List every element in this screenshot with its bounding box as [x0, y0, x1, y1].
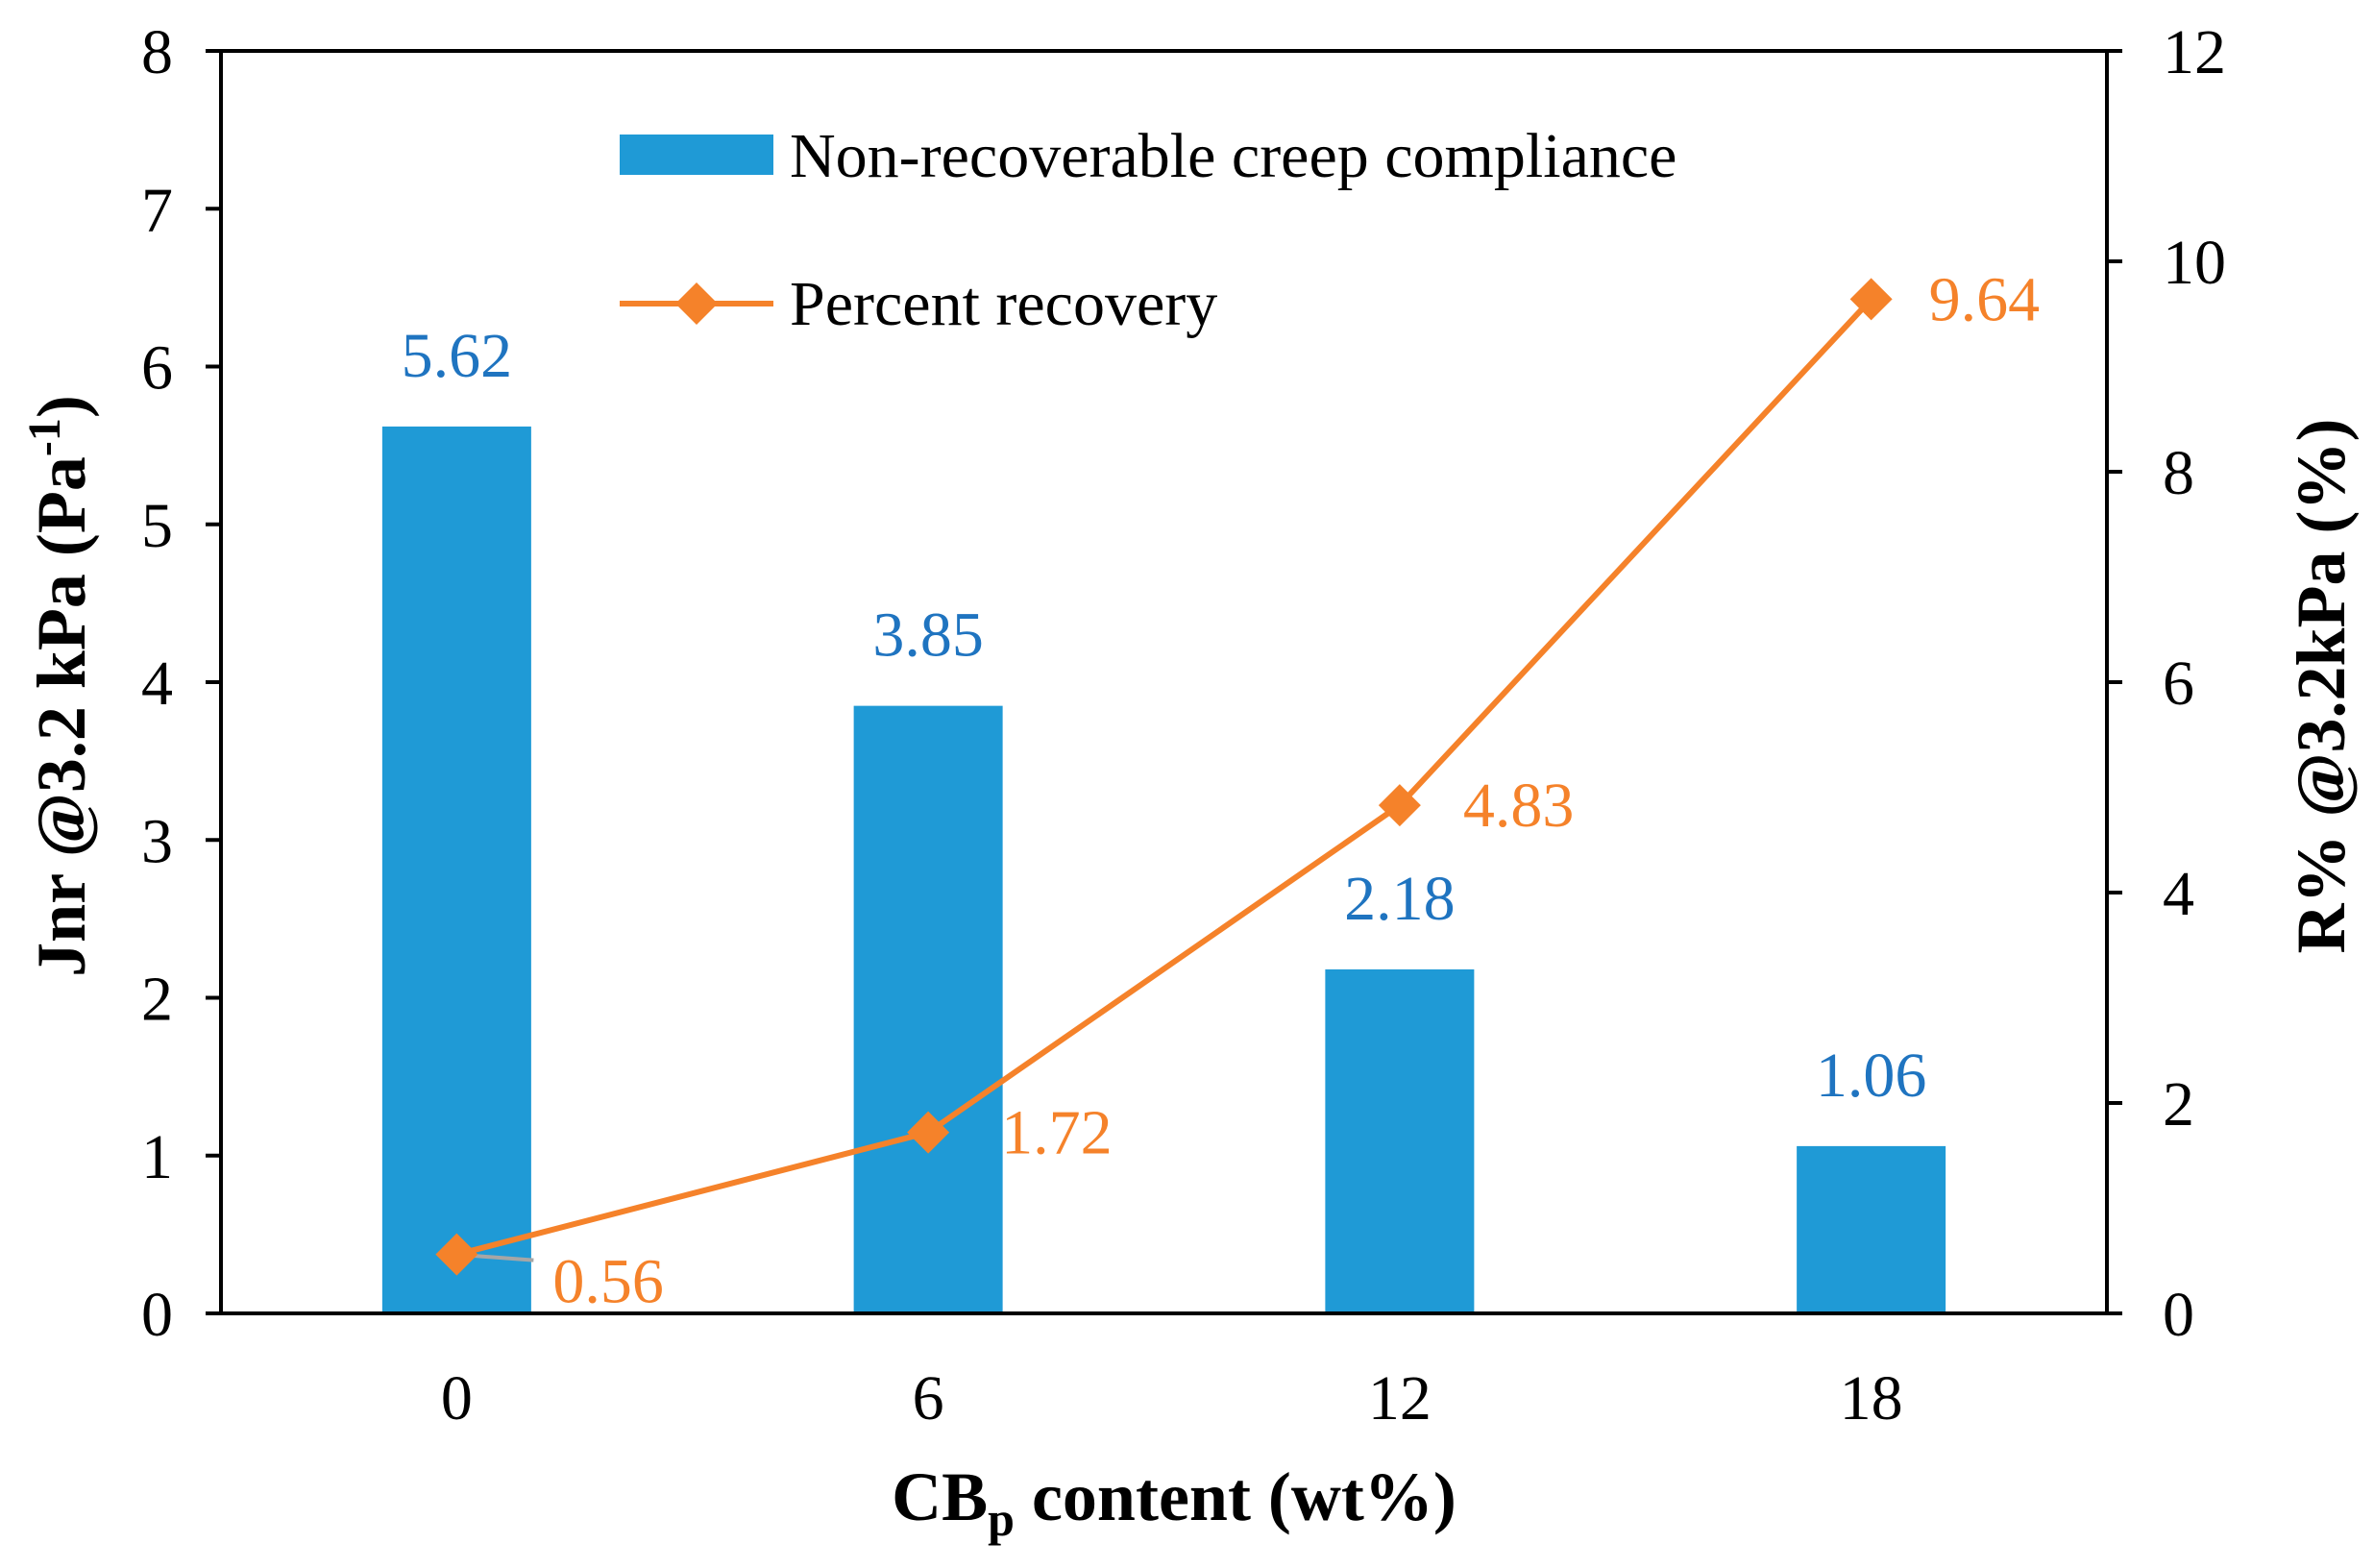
legend-label-bars: Non-recoverable creep compliance [790, 121, 1676, 191]
right-tick-label-10: 10 [2163, 228, 2226, 298]
bar-12 [1325, 968, 1475, 1313]
bar-6 [853, 705, 1003, 1313]
bar-0 [381, 426, 531, 1313]
left-tick-label-8: 8 [141, 17, 173, 87]
legend-label-line: Percent recovery [790, 269, 1217, 339]
left-tick-label-3: 3 [141, 806, 173, 876]
x-tick-label-0: 0 [441, 1363, 473, 1433]
recovery-marker-6 [907, 1111, 950, 1154]
right-tick-label-4: 4 [2163, 859, 2194, 929]
left-tick-label-5: 5 [141, 491, 173, 561]
left-tick-label-0: 0 [141, 1280, 173, 1350]
right-tick-label-6: 6 [2163, 649, 2194, 719]
right-tick-label-8: 8 [2163, 438, 2194, 508]
left-tick-label-1: 1 [141, 1122, 173, 1192]
bar-label-18: 1.06 [1816, 1041, 1927, 1111]
bar-18 [1797, 1145, 1946, 1313]
right-tick-label-2: 2 [2163, 1069, 2194, 1139]
labels-layer: 5.62 3.85 2.18 1.06 0.56 1.72 4.83 9.64 [402, 264, 2041, 1316]
x-tick-label-12: 12 [1368, 1363, 1432, 1433]
recovery-label-18: 9.64 [1929, 264, 2041, 334]
recovery-label-6: 1.72 [1001, 1098, 1113, 1168]
recovery-label-12: 4.83 [1463, 771, 1575, 841]
legend-swatch-bar [620, 135, 773, 175]
left-tick-label-7: 7 [141, 175, 173, 245]
recovery-marker-0 [435, 1233, 478, 1276]
right-axis-title: R% @3.2kPa (%) [2283, 419, 2360, 954]
bar-label-12: 2.18 [1344, 864, 1456, 934]
recovery-marker-12 [1378, 784, 1421, 827]
right-tick-label-0: 0 [2163, 1280, 2194, 1350]
left-tick-label-2: 2 [141, 965, 173, 1035]
left-tick-label-6: 6 [141, 333, 173, 404]
legend: Non-recoverable creep compliance Percent… [620, 121, 1676, 339]
right-tick-label-12: 12 [2163, 17, 2226, 87]
x-axis-title: CBp content (wt%) [892, 1458, 1456, 1546]
x-tick-label-6: 6 [913, 1363, 944, 1433]
line-layer [435, 278, 1893, 1276]
x-tick-label-18: 18 [1840, 1363, 1903, 1433]
legend-diamond-marker [675, 282, 718, 325]
left-axis-title: Jnr @3.2 kPa (Pa-1) [19, 395, 100, 977]
left-tick-label-4: 4 [141, 649, 173, 719]
bar-label-6: 3.85 [872, 600, 984, 671]
bars-layer [381, 426, 1946, 1313]
recovery-line [455, 297, 1873, 1258]
bar-label-0: 5.62 [402, 321, 513, 391]
recovery-label-0: 0.56 [552, 1247, 664, 1317]
recovery-marker-18 [1849, 278, 1893, 321]
